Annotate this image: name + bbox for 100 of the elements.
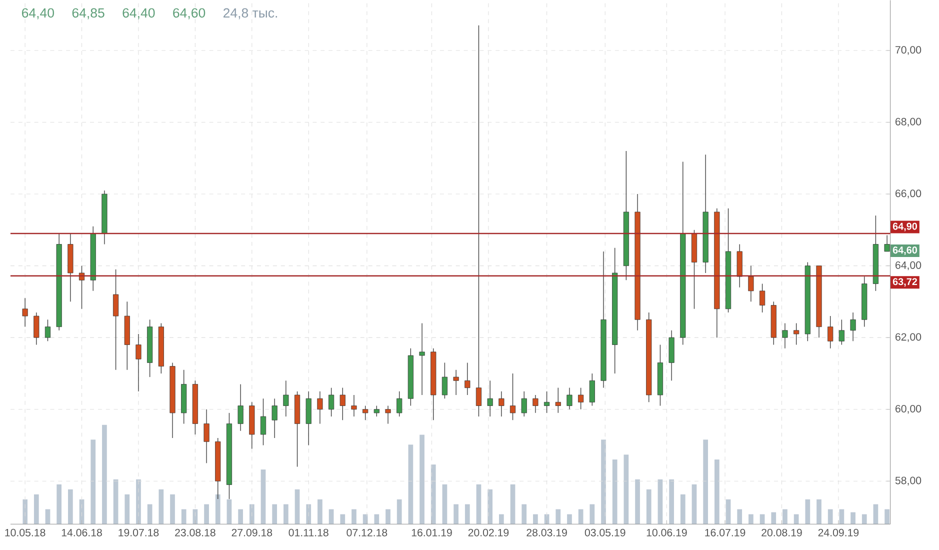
bar	[215, 494, 220, 524]
candlestick	[794, 322, 800, 346]
annotation: 64,85	[72, 8, 104, 20]
bar	[476, 484, 482, 524]
bar	[839, 509, 844, 524]
x-tick-label: 10.06.19	[646, 528, 687, 536]
bar	[567, 514, 572, 524]
candlestick	[748, 265, 754, 302]
candlestick	[136, 334, 142, 392]
candlestick	[828, 316, 834, 349]
bar	[635, 479, 640, 524]
bar	[828, 509, 833, 524]
annotation: 64,40	[22, 8, 54, 20]
candlestick	[498, 391, 504, 417]
candlestick	[396, 391, 402, 417]
candlestick	[510, 373, 516, 420]
candlestick	[464, 362, 470, 396]
candlestick	[44, 319, 51, 342]
bar	[737, 509, 742, 524]
x-tick-label: 20.08.19	[762, 528, 802, 536]
x-tick-label: 16.07.19	[705, 528, 746, 536]
candlestick	[374, 405, 380, 417]
bar	[578, 509, 584, 524]
bar	[680, 494, 686, 524]
candlestick	[272, 398, 278, 438]
candlestick	[34, 312, 40, 346]
bar	[226, 499, 232, 524]
bar	[714, 460, 720, 524]
candlestick	[340, 387, 346, 420]
bar	[510, 484, 516, 524]
bar	[805, 499, 810, 524]
candlestick	[578, 387, 584, 410]
x-tick-label: 16.01.19	[412, 528, 452, 536]
bar	[488, 489, 493, 524]
x-tick-label: 10.05.18	[5, 528, 46, 536]
bar	[204, 504, 209, 524]
candlestick	[442, 362, 448, 399]
bar	[408, 444, 414, 524]
candlestick	[22, 298, 28, 328]
bar	[612, 460, 618, 524]
bar	[430, 464, 436, 524]
y-tick-label: 60,00	[896, 404, 922, 414]
bar	[45, 509, 50, 524]
annotation: 64,40	[122, 8, 155, 20]
x-tick-label: 19.07.18	[118, 528, 159, 536]
bar	[102, 424, 107, 524]
candlestick	[238, 384, 244, 432]
bar	[238, 509, 243, 524]
bar	[771, 512, 776, 524]
bar	[850, 512, 856, 524]
bar	[158, 489, 164, 524]
x-tick-label: 01.11.18	[288, 528, 328, 536]
x-tick-label: 14.06.18	[62, 528, 102, 536]
bar	[590, 504, 595, 524]
bar	[181, 509, 186, 524]
bar	[306, 504, 312, 524]
candlestick	[328, 387, 334, 417]
x-tick-label: 27.09.18	[232, 528, 272, 536]
bar	[294, 489, 300, 524]
bar	[420, 434, 424, 524]
candlestick	[884, 234, 890, 252]
candlestick	[283, 380, 289, 417]
bar	[816, 499, 822, 524]
ref-line-label: 63,72	[892, 278, 918, 287]
bar	[533, 514, 538, 524]
candlestick	[362, 405, 368, 420]
annotation: 64,60	[173, 8, 206, 20]
ref-line-label: 64,90	[892, 222, 918, 232]
bar	[669, 479, 674, 524]
bar	[692, 484, 697, 524]
bar	[340, 514, 346, 524]
y-tick-label: 66,00	[896, 190, 922, 198]
bar	[272, 504, 278, 524]
bar	[782, 509, 788, 524]
bar	[284, 504, 288, 524]
x-tick-label: 28.03.19	[526, 528, 567, 536]
bar	[873, 504, 878, 524]
candlestick	[759, 283, 766, 313]
y-tick-label: 68,00	[896, 118, 922, 127]
bar	[68, 489, 73, 524]
bar	[318, 499, 322, 524]
bar	[34, 494, 39, 524]
candlestick	[544, 391, 550, 414]
y-tick-label: 70,00	[896, 46, 922, 55]
bar	[352, 509, 356, 524]
x-tick-label: 23.08.18	[175, 528, 216, 536]
bar	[748, 514, 754, 524]
bar	[136, 479, 141, 524]
y-tick-label: 64,00	[896, 261, 922, 270]
bar	[328, 509, 334, 524]
candlestick	[453, 370, 459, 396]
bar	[624, 454, 629, 524]
candlestick	[260, 398, 266, 446]
bar	[760, 514, 765, 524]
annotation: 24,8 тыс.	[223, 8, 277, 20]
candlestick	[566, 387, 572, 410]
bar	[170, 494, 175, 524]
bar	[703, 440, 708, 524]
bar	[113, 479, 118, 524]
bar	[646, 489, 652, 524]
